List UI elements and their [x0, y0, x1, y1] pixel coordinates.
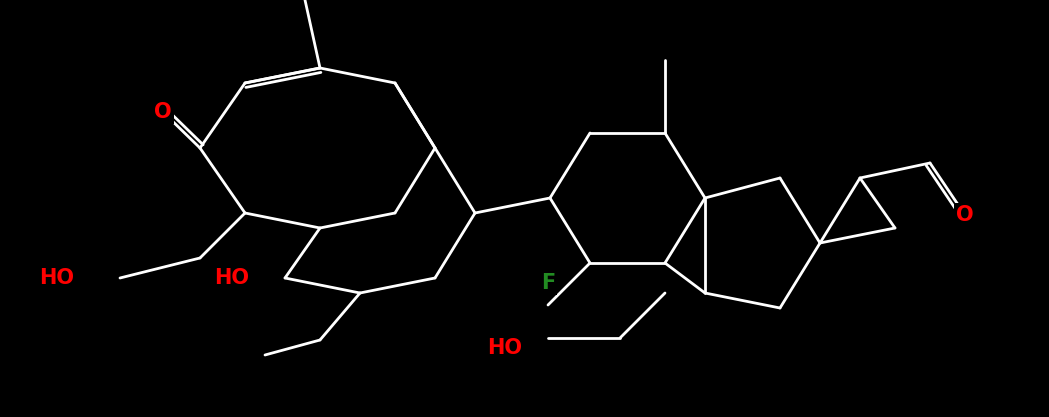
- Text: F: F: [541, 273, 555, 293]
- Text: HO: HO: [214, 268, 250, 288]
- Text: HO: HO: [488, 338, 522, 358]
- Text: O: O: [957, 205, 973, 225]
- Text: HO: HO: [40, 268, 74, 288]
- Text: O: O: [154, 102, 172, 122]
